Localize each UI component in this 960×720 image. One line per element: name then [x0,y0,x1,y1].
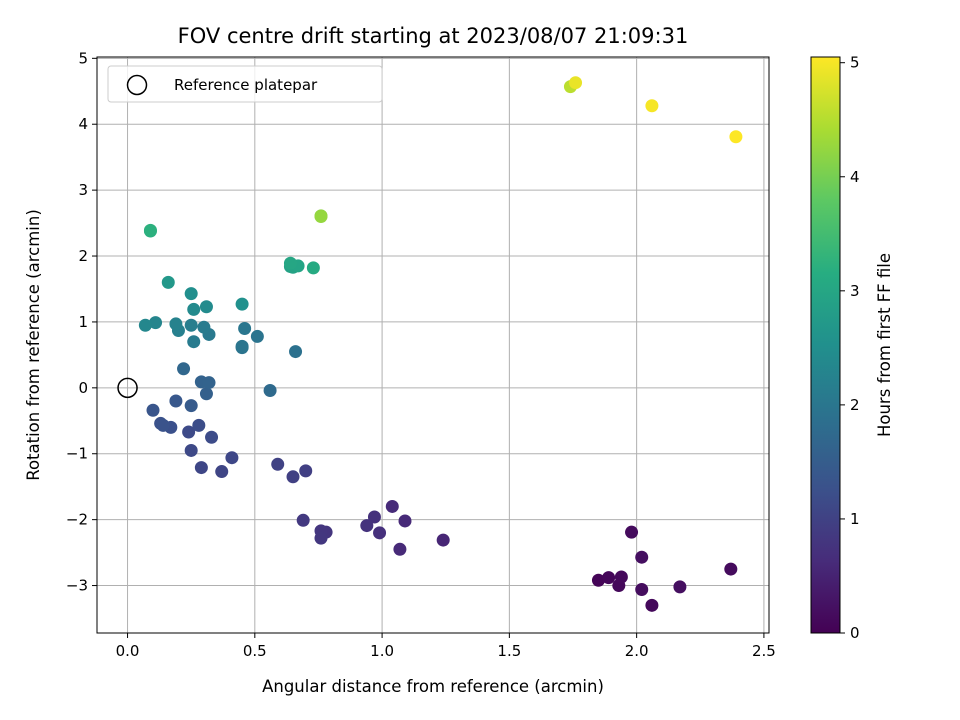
scatter-point [614,570,628,584]
legend-marker-reference [126,74,148,96]
scatter-point [602,571,616,585]
scatter-point [156,418,170,432]
colorbar-tick-label: 4 [850,168,860,186]
scatter-point [202,376,216,390]
scatter-point [436,533,450,547]
scatter-point [184,399,198,413]
colorbar: 0 1 2 3 4 5 Hours from first FF file [810,54,894,642]
scatter-point [289,345,303,359]
y-tick-label: −1 [66,445,88,463]
scatter-point [635,550,649,564]
scatter-point [215,465,229,479]
x-axis-label: Angular distance from reference (arcmin) [262,677,604,696]
scatter-point [296,513,310,527]
scatter-point [283,256,297,270]
colorbar-tick-label: 0 [850,624,860,642]
scatter-point [299,464,313,478]
scatter-point [169,317,183,331]
scatter-point [286,470,300,484]
scatter-point [360,519,374,533]
scatter-point [263,383,277,397]
scatter-point [187,335,201,349]
x-tick-label: 0.0 [116,642,140,660]
scatter-point [199,300,213,314]
colorbar-frame [810,56,841,634]
colorbar-ticks: 0 1 2 3 4 5 [840,54,860,642]
y-axis-label: Rotation from reference (arcmin) [24,209,43,481]
scatter-point [199,387,213,401]
scatter-point [591,573,605,587]
scatter-point [625,525,639,539]
x-tick-label: 1.0 [370,642,394,660]
scatter-point [724,562,738,576]
scatter-point [271,457,285,471]
legend: Reference platepar [107,65,383,103]
x-tick-label: 2.5 [752,642,776,660]
y-tick-label: 4 [78,115,88,133]
scatter-point [235,297,249,311]
scatter-point [146,403,160,417]
scatter-points [138,76,743,612]
scatter-point [645,99,659,113]
scatter-point [306,261,320,275]
scatter-point [194,461,208,475]
x-tick-label: 0.5 [243,642,267,660]
scatter-point [238,322,252,336]
y-tick-label: 5 [78,49,88,67]
scatter-point [225,451,239,465]
colorbar-gradient [811,57,840,633]
x-tick-label: 2.0 [625,642,649,660]
legend-label-reference: Reference platepar [174,76,318,94]
y-tick-label: 2 [78,247,88,265]
axis-ticks: 0.0 0.5 1.0 1.5 2.0 2.5 −3 −2 −1 0 1 2 3 4 5 [66,49,776,660]
scatter-point [192,418,206,432]
scatter-point [385,499,399,513]
scatter-point [205,430,219,444]
scatter-point [393,542,407,556]
y-tick-label: −3 [66,577,88,595]
reference-point-layer [117,377,138,399]
chart-title: FOV centre drift starting at 2023/08/07 … [178,24,689,48]
scatter-point [398,514,412,528]
scatter-point [673,580,687,594]
colorbar-tick-label: 3 [850,282,860,300]
y-tick-label: −2 [66,511,88,529]
scatter-point [569,76,583,90]
scatter-point [187,302,201,316]
scatter-point [143,223,157,237]
scatter-point [149,316,163,330]
scatter-point [161,275,175,289]
scatter-point [367,510,381,524]
x-tick-label: 1.5 [497,642,521,660]
plot-frame [96,56,770,634]
scatter-point [635,583,649,597]
y-tick-label: 0 [78,379,88,397]
scatter-point [184,443,198,457]
grid [97,57,769,633]
scatter-point [182,425,196,439]
y-tick-label: 1 [78,313,88,331]
scatter-point [169,394,183,408]
scatter-point [373,526,387,540]
scatter-point [235,339,249,353]
reference-platepar-point [117,377,138,399]
scatter-point [184,318,198,332]
scatter-point [729,130,743,144]
colorbar-label: Hours from first FF file [875,253,894,437]
scatter-point [314,531,328,545]
scatter-point [138,318,152,332]
scatter-point [197,320,211,334]
colorbar-tick-label: 1 [850,510,860,528]
scatter-point [314,209,328,223]
y-tick-label: 3 [78,181,88,199]
legend-box [107,65,383,103]
colorbar-tick-label: 5 [850,54,860,72]
scatter-point [645,598,659,612]
scatter-point [177,362,191,376]
scatter-point [184,287,198,301]
colorbar-tick-label: 2 [850,396,860,414]
scatter-point [250,329,264,343]
